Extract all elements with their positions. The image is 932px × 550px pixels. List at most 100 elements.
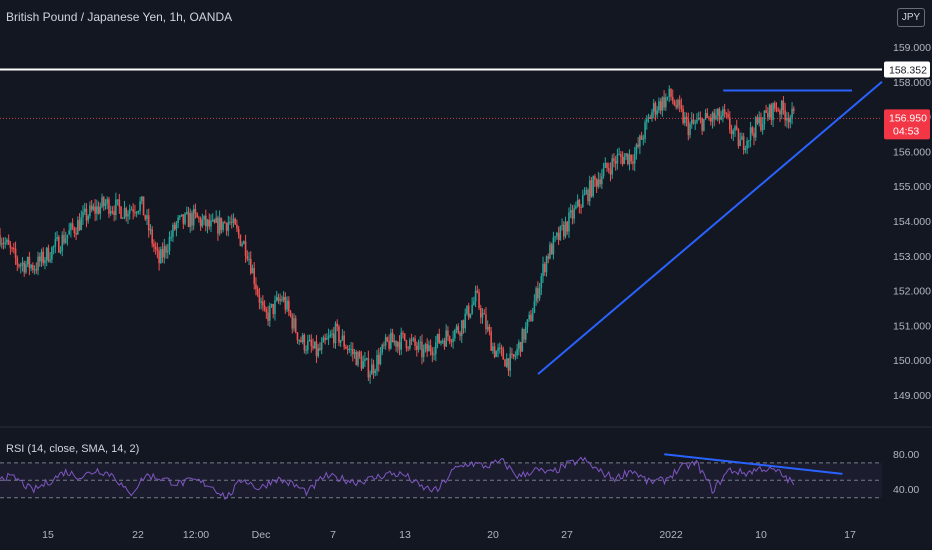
candle-body[interactable]: [633, 154, 636, 164]
candle-body[interactable]: [741, 136, 743, 140]
candle-body[interactable]: [530, 314, 532, 322]
candle-body[interactable]: [462, 320, 465, 329]
candle-body[interactable]: [289, 311, 292, 316]
candle-body[interactable]: [244, 241, 247, 257]
candle-body[interactable]: [336, 323, 339, 327]
candle-body[interactable]: [365, 358, 368, 360]
candle-body[interactable]: [770, 104, 773, 121]
candle-body[interactable]: [38, 256, 41, 262]
candle-body[interactable]: [70, 223, 72, 231]
candle-body[interactable]: [348, 349, 351, 351]
candle-body[interactable]: [684, 116, 686, 124]
level-price-tag[interactable]: [884, 61, 930, 78]
candle-body[interactable]: [111, 211, 114, 213]
candle-body[interactable]: [379, 352, 382, 365]
candle-body[interactable]: [578, 199, 581, 207]
candle-body[interactable]: [607, 168, 610, 170]
candle-body[interactable]: [175, 222, 178, 230]
candle-body[interactable]: [678, 100, 681, 106]
candle-body[interactable]: [663, 97, 665, 108]
candle-body[interactable]: [268, 306, 271, 321]
candle-body[interactable]: [263, 305, 266, 310]
candle-body[interactable]: [42, 251, 45, 264]
candle-body[interactable]: [90, 205, 93, 210]
candle-body[interactable]: [68, 230, 70, 235]
candle-body[interactable]: [64, 238, 67, 243]
candle-body[interactable]: [639, 135, 641, 147]
candle-body[interactable]: [734, 126, 736, 131]
candle-body[interactable]: [519, 342, 522, 352]
candle-body[interactable]: [227, 222, 230, 231]
candle-body[interactable]: [44, 259, 46, 264]
candle-body[interactable]: [455, 326, 458, 331]
candle-body[interactable]: [703, 118, 705, 131]
rsi-trendline[interactable]: [664, 453, 843, 475]
candle-body[interactable]: [777, 110, 780, 112]
candle-body[interactable]: [282, 296, 285, 301]
candle-body[interactable]: [187, 211, 190, 228]
candle-body[interactable]: [21, 262, 24, 265]
candle-body[interactable]: [474, 290, 477, 302]
candle-body[interactable]: [566, 221, 569, 232]
candle-body[interactable]: [400, 332, 403, 350]
candle-body[interactable]: [267, 312, 269, 321]
candle-body[interactable]: [374, 370, 377, 374]
candle-body[interactable]: [165, 246, 167, 253]
candle-body[interactable]: [49, 259, 51, 262]
candle-body[interactable]: [454, 330, 456, 339]
candle-body[interactable]: [168, 236, 171, 251]
candle-body[interactable]: [92, 206, 95, 210]
candle-body[interactable]: [9, 244, 12, 248]
candle-body[interactable]: [775, 108, 778, 111]
candle-body[interactable]: [421, 341, 423, 358]
candle-body[interactable]: [646, 118, 648, 123]
candle-body[interactable]: [447, 330, 449, 337]
candle-body[interactable]: [512, 354, 515, 357]
candle-body[interactable]: [680, 105, 683, 109]
candle-body[interactable]: [784, 110, 786, 121]
candle-body[interactable]: [106, 199, 109, 204]
candle-body[interactable]: [208, 219, 211, 227]
candle-body[interactable]: [224, 222, 226, 224]
candle-body[interactable]: [542, 263, 544, 277]
candle-body[interactable]: [198, 217, 200, 219]
candle-body[interactable]: [585, 189, 588, 194]
candle-body[interactable]: [279, 299, 281, 301]
candle-body[interactable]: [758, 117, 761, 124]
candle-body[interactable]: [753, 132, 755, 138]
candle-body[interactable]: [573, 208, 575, 219]
candle-body[interactable]: [630, 154, 633, 162]
candle-body[interactable]: [504, 359, 506, 367]
candle-body[interactable]: [550, 244, 553, 255]
candle-body[interactable]: [426, 344, 428, 352]
candle-body[interactable]: [602, 167, 605, 177]
candle-body[interactable]: [40, 251, 43, 262]
candle-body[interactable]: [452, 338, 454, 342]
candle-body[interactable]: [256, 289, 259, 295]
candle-body[interactable]: [690, 119, 693, 125]
candle-body[interactable]: [735, 126, 738, 130]
candle-body[interactable]: [371, 364, 373, 375]
candle-body[interactable]: [772, 103, 774, 121]
candle-body[interactable]: [327, 336, 330, 339]
candle-body[interactable]: [538, 287, 541, 299]
candle-body[interactable]: [526, 319, 529, 327]
candle-body[interactable]: [108, 199, 110, 214]
candle-body[interactable]: [324, 337, 326, 340]
candle-body[interactable]: [286, 300, 288, 310]
candle-body[interactable]: [121, 217, 124, 219]
candle-body[interactable]: [203, 215, 205, 220]
candle-body[interactable]: [158, 250, 160, 264]
candle-body[interactable]: [722, 109, 724, 117]
candle-body[interactable]: [322, 337, 325, 343]
candle-body[interactable]: [109, 211, 112, 214]
candle-body[interactable]: [414, 338, 416, 346]
candle-body[interactable]: [13, 248, 15, 250]
candle-body[interactable]: [737, 129, 740, 147]
candle-body[interactable]: [445, 330, 447, 347]
candle-body[interactable]: [196, 213, 198, 218]
candle-body[interactable]: [376, 355, 378, 371]
candle-body[interactable]: [697, 117, 700, 120]
candle-body[interactable]: [284, 296, 287, 310]
candle-body[interactable]: [583, 193, 586, 196]
